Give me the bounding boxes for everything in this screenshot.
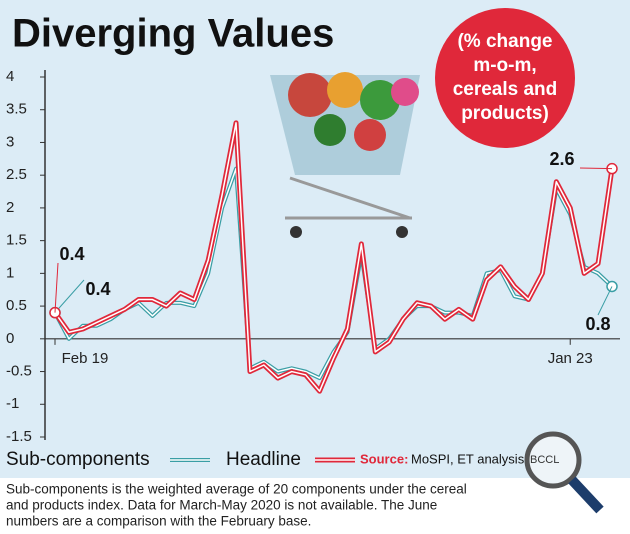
y-tick-label: -1.5 bbox=[6, 428, 32, 445]
y-tick-label: 3.5 bbox=[6, 101, 27, 118]
series-line-core bbox=[54, 122, 613, 392]
label-leader bbox=[597, 286, 613, 316]
y-tick-label: 4 bbox=[6, 68, 14, 85]
y-tick-label: 0.5 bbox=[6, 297, 27, 314]
y-tick-label: -1 bbox=[6, 395, 19, 412]
y-tick-label: 2.5 bbox=[6, 166, 27, 183]
source-label: Source: bbox=[360, 451, 408, 466]
legend-label: Sub-components bbox=[6, 449, 150, 470]
magnifier-icon bbox=[524, 431, 604, 514]
footnote-line: numbers are a comparison with the Februa… bbox=[6, 514, 311, 529]
y-tick-label: 2 bbox=[6, 199, 14, 216]
data-label: 0.4 bbox=[85, 279, 110, 299]
footnote-line: and products index. Data for March-May 2… bbox=[6, 498, 437, 513]
x-tick-label: Jan 23 bbox=[548, 350, 593, 367]
data-label: 0.8 bbox=[585, 314, 610, 334]
y-tick-label: 3 bbox=[6, 133, 14, 150]
y-tick-label: 1 bbox=[6, 264, 14, 281]
label-leader bbox=[579, 167, 613, 170]
x-tick-label: Feb 19 bbox=[62, 350, 109, 367]
source-text: MoSPI, ET analysis bbox=[411, 451, 525, 466]
badge bbox=[435, 8, 575, 148]
y-tick-label: 1.5 bbox=[6, 232, 27, 249]
badge-text: (% change bbox=[457, 31, 552, 52]
badge-text: products) bbox=[461, 103, 549, 124]
data-label: 0.4 bbox=[59, 244, 84, 264]
y-tick-label: 0 bbox=[6, 330, 14, 347]
badge-text: cereals and bbox=[453, 79, 558, 100]
legend-label: Headline bbox=[226, 449, 301, 470]
cart-illustration bbox=[270, 72, 420, 238]
label-leader bbox=[54, 262, 59, 313]
watermark: BCCL bbox=[530, 454, 559, 466]
chart-title: Diverging Values bbox=[12, 12, 334, 56]
footnote-line: Sub-components is the weighted average o… bbox=[6, 482, 467, 497]
label-leader bbox=[54, 279, 85, 313]
data-label: 2.6 bbox=[549, 149, 574, 169]
badge-text: m-o-m, bbox=[473, 55, 536, 76]
series-line-core bbox=[54, 167, 613, 379]
footnote-panel bbox=[0, 478, 630, 534]
y-tick-label: -0.5 bbox=[6, 363, 32, 380]
